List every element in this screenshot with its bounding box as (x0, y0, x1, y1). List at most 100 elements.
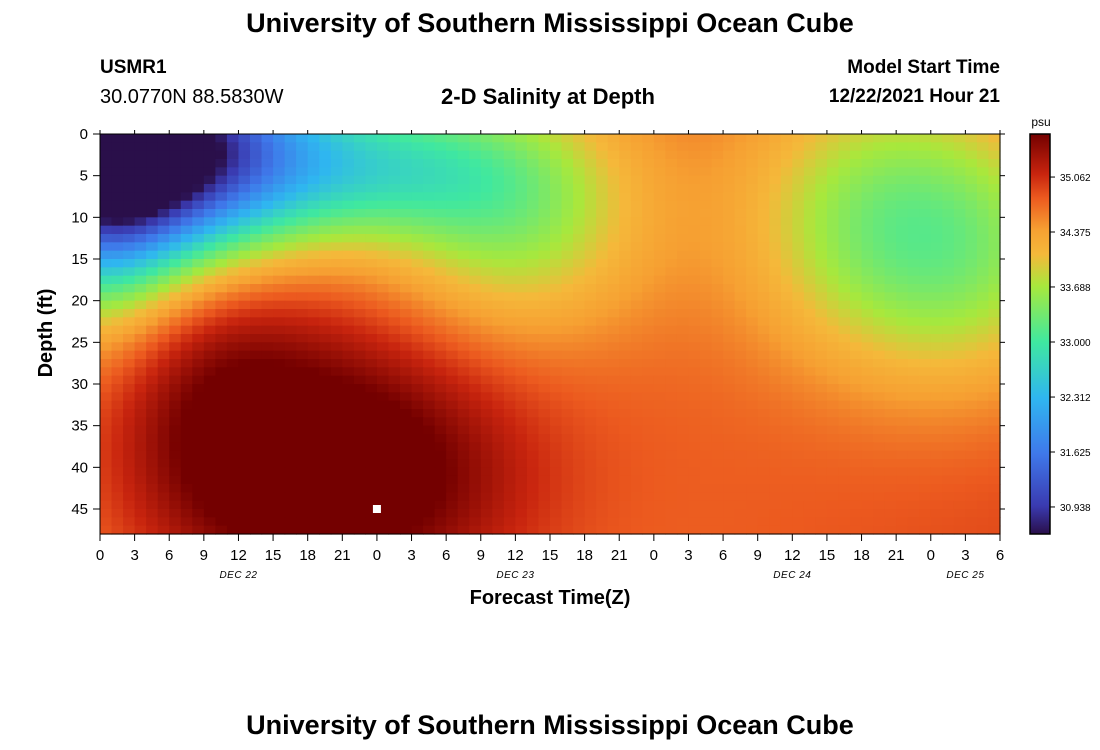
heatmap-cell (815, 500, 828, 510)
heatmap-cell (203, 425, 216, 435)
heatmap-cell (723, 475, 736, 485)
heatmap-cell (815, 259, 828, 268)
heatmap-cell (146, 275, 159, 285)
heatmap-cell (884, 500, 897, 510)
heatmap-cell (988, 234, 1001, 243)
heatmap-cell (884, 225, 897, 235)
heatmap-cell (330, 350, 343, 360)
heatmap-cell (146, 400, 159, 410)
heatmap-cell (296, 192, 309, 202)
heatmap-cell (203, 375, 216, 385)
heatmap-cell (296, 267, 309, 277)
heatmap-cell (353, 350, 366, 360)
heatmap-cell (100, 192, 113, 202)
heatmap-cell (826, 334, 840, 343)
heatmap-cell (965, 475, 978, 485)
heatmap-cell (607, 259, 620, 268)
heatmap-cell (700, 409, 713, 418)
heatmap-cell (446, 259, 459, 268)
heatmap-cell (826, 459, 840, 468)
heatmap-cell (896, 259, 909, 268)
heatmap-cell (965, 192, 978, 202)
heatmap-cell (192, 159, 205, 168)
heatmap-cell (734, 242, 747, 252)
heatmap-cell (469, 159, 482, 168)
x-tick-label: 18 (299, 547, 316, 564)
heatmap-cell (480, 234, 493, 243)
heatmap-cell (296, 250, 309, 260)
model-start-value: 12/22/2021 Hour 21 (828, 86, 1000, 107)
heatmap-cell (838, 500, 851, 510)
heatmap-cell (134, 500, 147, 510)
heatmap-cell (746, 317, 759, 327)
heatmap-cell (365, 159, 378, 168)
heatmap-cell (400, 250, 413, 260)
heatmap-cell (861, 134, 874, 143)
heatmap-cell (965, 509, 978, 518)
heatmap-cell (861, 400, 874, 410)
heatmap-cell (746, 259, 759, 268)
heatmap-cell (134, 159, 147, 168)
heatmap-cell (273, 250, 286, 260)
heatmap-cell (146, 250, 159, 260)
heatmap-cell (769, 509, 782, 518)
heatmap-cell (342, 284, 355, 293)
heatmap-cell (180, 409, 193, 418)
heatmap-cell (723, 484, 736, 493)
heatmap-cell (792, 417, 805, 427)
heatmap-cell (942, 242, 955, 252)
heatmap-cell (826, 167, 840, 177)
heatmap-cell (815, 267, 828, 277)
heatmap-cell (353, 175, 366, 185)
heatmap-cell (111, 192, 124, 202)
heatmap-cell (238, 367, 251, 377)
heatmap-cell (480, 450, 493, 460)
heatmap-cell (203, 434, 216, 443)
heatmap-cell (503, 192, 516, 202)
heatmap-cell (446, 425, 459, 435)
heatmap-cell (157, 450, 170, 460)
heatmap-cell (942, 392, 955, 402)
heatmap-cell (723, 334, 736, 343)
heatmap-cell (896, 492, 909, 502)
heatmap-cell (330, 325, 343, 335)
heatmap-cell (203, 267, 216, 277)
heatmap-cell (757, 492, 770, 502)
heatmap-cell (965, 359, 978, 368)
heatmap-cell (434, 317, 447, 327)
heatmap-cell (780, 525, 793, 535)
heatmap-cell (261, 384, 274, 393)
heatmap-cell (896, 392, 909, 402)
heatmap-cell (469, 434, 482, 443)
heatmap-cell (250, 342, 263, 352)
heatmap-cell (688, 517, 701, 527)
heatmap-cell (884, 309, 897, 318)
heatmap-cell (365, 134, 378, 143)
heatmap-cell (688, 275, 701, 285)
heatmap-cell (388, 284, 401, 293)
heatmap-cell (342, 442, 355, 452)
heatmap-cell (642, 475, 655, 485)
heatmap-cell (607, 167, 620, 177)
heatmap-cell (538, 234, 551, 243)
heatmap-cell (457, 267, 470, 277)
heatmap-cell (157, 275, 170, 285)
heatmap-cell (711, 450, 724, 460)
heatmap-cell (457, 500, 470, 510)
heatmap-cell (353, 500, 366, 510)
heatmap-cell (757, 509, 770, 518)
heatmap-cell (526, 442, 540, 452)
heatmap-cell (907, 317, 920, 327)
heatmap-cell (538, 267, 551, 277)
heatmap-cell (815, 234, 828, 243)
heatmap-cell (561, 509, 574, 518)
heatmap-cell (250, 142, 263, 152)
heatmap-cell (757, 425, 770, 435)
heatmap-cell (930, 325, 943, 335)
heatmap-cell (711, 334, 724, 343)
heatmap-cell (780, 150, 793, 160)
heatmap-cell (526, 359, 540, 368)
heatmap-cell (884, 150, 897, 160)
heatmap-cell (896, 509, 909, 518)
heatmap-cell (792, 325, 805, 335)
